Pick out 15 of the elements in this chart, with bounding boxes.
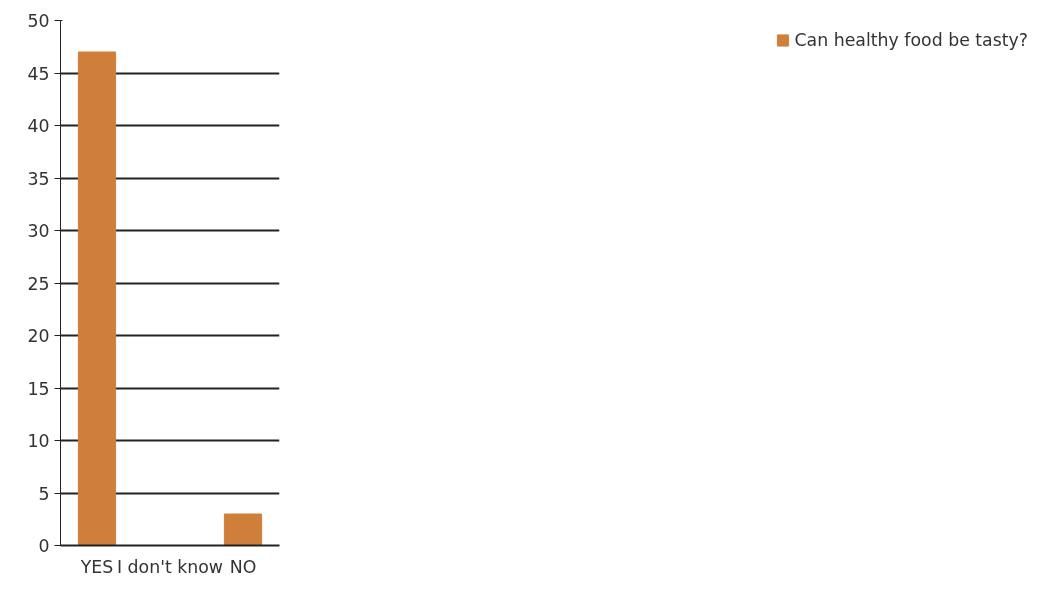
legend-label: Can healthy food be tasty? <box>794 30 1028 50</box>
y-tick-label: 35 <box>27 168 50 189</box>
x-tick-label: NO <box>229 556 257 577</box>
y-tick-label: 30 <box>27 221 50 241</box>
y-tick-label: 45 <box>27 63 50 84</box>
y-tick-label: 5 <box>38 483 50 504</box>
x-tick-label: I don't know <box>116 556 224 577</box>
y-tick-label: 15 <box>27 378 50 399</box>
y-tick-label: 0 <box>38 536 50 556</box>
y-tick-label: 40 <box>27 116 50 136</box>
y-tick-label: 20 <box>27 326 50 346</box>
y-tick-label: 50 <box>27 11 50 31</box>
y-tick-label: 10 <box>27 431 50 451</box>
x-tick-label: YES <box>79 556 114 577</box>
y-tick-label: 25 <box>27 273 50 294</box>
